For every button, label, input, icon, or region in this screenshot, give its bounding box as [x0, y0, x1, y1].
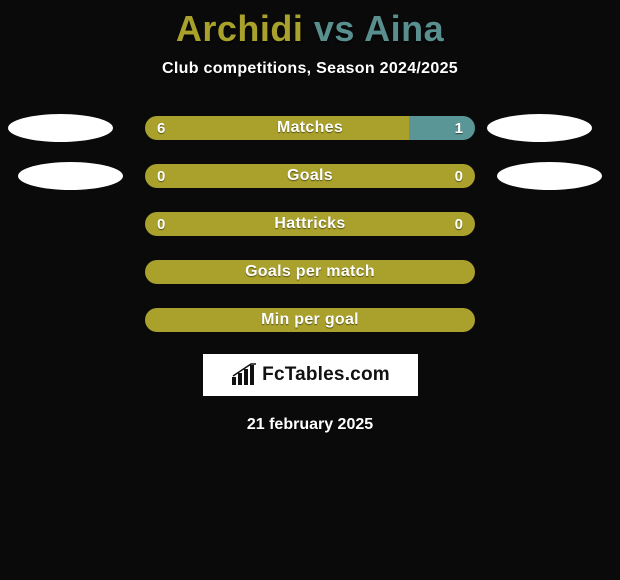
fctables-logo: FcTables.com: [203, 354, 418, 396]
logo-text: FcTables.com: [262, 364, 390, 386]
stat-bar: Min per goal: [145, 308, 475, 332]
stat-left-value: [145, 260, 475, 284]
chart-icon: [230, 363, 258, 387]
stat-bar: 00Hattricks: [145, 212, 475, 236]
vs-text: vs: [314, 8, 355, 49]
snapshot-date: 21 february 2025: [0, 416, 620, 434]
stat-row: 00Goals: [0, 164, 620, 188]
subtitle: Club competitions, Season 2024/2025: [0, 60, 620, 78]
player1-marker: [8, 114, 113, 142]
stat-row: 61Matches: [0, 116, 620, 140]
stat-bar: Goals per match: [145, 260, 475, 284]
stat-left-value: 0: [145, 164, 475, 188]
stat-row: 00Hattricks: [0, 212, 620, 236]
stat-left-value: 6: [145, 116, 409, 140]
stat-rows: 61Matches 00Goals 00Hattricks Goals per mat…: [0, 116, 620, 332]
stat-left-value: 0: [145, 212, 475, 236]
comparison-title: Archidi vs Aina: [0, 0, 620, 50]
stat-row: Min per goal: [0, 308, 620, 332]
player2-marker: [487, 114, 592, 142]
player1-marker: [18, 162, 123, 190]
stat-row: Goals per match: [0, 260, 620, 284]
stat-right-value: 0: [455, 212, 463, 236]
stat-bar: 00Goals: [145, 164, 475, 188]
stat-bar: 61Matches: [145, 116, 475, 140]
player1-name: Archidi: [176, 8, 304, 49]
stat-right-value: 0: [455, 164, 463, 188]
stat-left-value: [145, 308, 475, 332]
player2-name: Aina: [364, 8, 444, 49]
stat-right-value: 1: [409, 116, 475, 140]
player2-marker: [497, 162, 602, 190]
